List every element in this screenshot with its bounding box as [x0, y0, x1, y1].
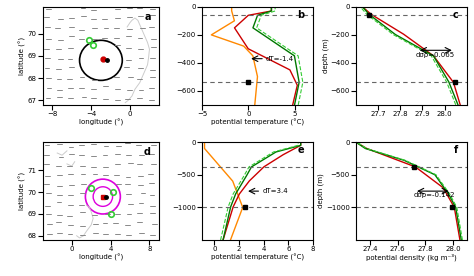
Text: f: f [454, 145, 458, 155]
Text: d: d [144, 147, 151, 157]
Y-axis label: depth (m): depth (m) [318, 174, 324, 208]
Y-axis label: latitude (°): latitude (°) [19, 37, 26, 75]
X-axis label: longitude (°): longitude (°) [79, 254, 123, 261]
Text: a: a [145, 12, 151, 22]
Text: c: c [452, 10, 458, 20]
Text: dσρ=0.065: dσρ=0.065 [416, 52, 455, 59]
Text: e: e [298, 145, 304, 155]
Text: dT=-1.4: dT=-1.4 [266, 56, 294, 62]
Text: b: b [297, 10, 304, 20]
Y-axis label: depth (m): depth (m) [322, 39, 329, 73]
X-axis label: potential density (kg m⁻³): potential density (kg m⁻³) [366, 254, 457, 261]
X-axis label: longitude (°): longitude (°) [79, 118, 123, 126]
X-axis label: potential temperature (°C): potential temperature (°C) [211, 118, 304, 126]
Y-axis label: latitude (°): latitude (°) [19, 172, 26, 210]
Text: dT=3.4: dT=3.4 [263, 188, 288, 194]
Text: dσρ=-0.142: dσρ=-0.142 [413, 192, 455, 198]
X-axis label: potential temperature (°C): potential temperature (°C) [211, 254, 304, 261]
